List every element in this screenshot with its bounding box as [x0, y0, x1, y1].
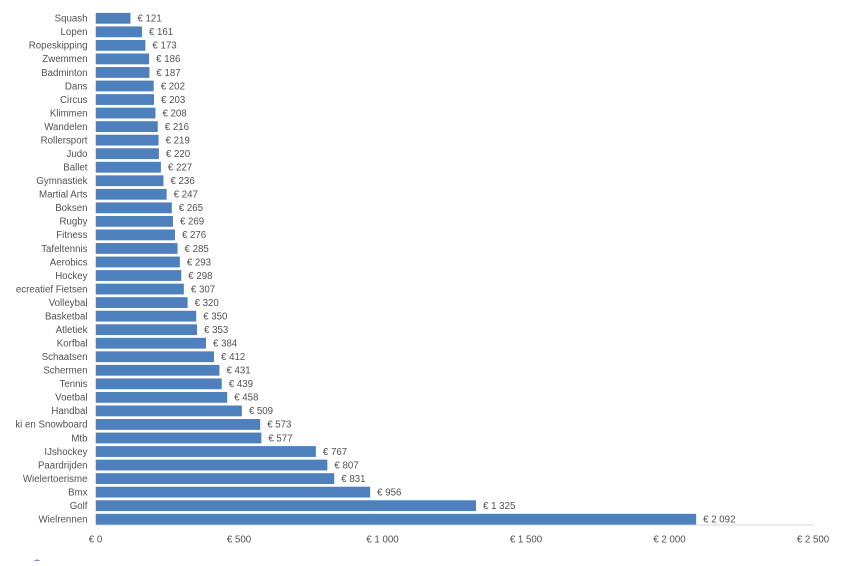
- svg-text:€ 269: € 269: [180, 217, 204, 228]
- svg-text:€ 173: € 173: [152, 41, 176, 52]
- svg-text:Mtb: Mtb: [71, 433, 87, 444]
- svg-text:Golf: Golf: [70, 501, 88, 512]
- svg-text:Korfbal: Korfbal: [57, 339, 88, 350]
- svg-text:Squash: Squash: [55, 14, 88, 25]
- svg-text:€ 161: € 161: [149, 27, 173, 38]
- svg-text:Tennis: Tennis: [59, 379, 87, 390]
- svg-text:€ 431: € 431: [226, 366, 250, 377]
- svg-text:€ 458: € 458: [234, 393, 258, 404]
- svg-text:Rollersport: Rollersport: [41, 135, 88, 146]
- svg-text:€ 187: € 187: [156, 68, 180, 79]
- svg-text:€ 573: € 573: [267, 420, 291, 431]
- svg-text:Ropeskipping: Ropeskipping: [29, 41, 88, 52]
- svg-text:Bmx: Bmx: [68, 487, 88, 498]
- svg-text:€ 509: € 509: [249, 406, 273, 417]
- svg-text:Lopen: Lopen: [61, 27, 88, 38]
- svg-text:Paardrijden: Paardrijden: [38, 460, 88, 471]
- svg-text:Tafeltennis: Tafeltennis: [41, 244, 87, 255]
- svg-text:Circus: Circus: [60, 95, 88, 106]
- svg-text:Klimmen: Klimmen: [50, 108, 88, 119]
- svg-text:€ 807: € 807: [334, 460, 358, 471]
- svg-text:€ 767: € 767: [323, 447, 347, 458]
- svg-text:Schermen: Schermen: [43, 366, 87, 377]
- svg-text:Boksen: Boksen: [55, 203, 87, 214]
- svg-text:ecreatief Fietsen: ecreatief Fietsen: [16, 284, 88, 295]
- svg-text:€ 219: € 219: [166, 135, 190, 146]
- svg-text:Aerobics: Aerobics: [50, 257, 88, 268]
- svg-text:Wielrennen: Wielrennen: [38, 515, 87, 526]
- svg-text:€ 577: € 577: [268, 433, 292, 444]
- svg-text:ki en Snowboard: ki en Snowboard: [15, 420, 87, 431]
- svg-text:€ 247: € 247: [174, 190, 198, 201]
- svg-text:€ 2 092: € 2 092: [703, 515, 735, 526]
- svg-text:€ 320: € 320: [195, 298, 220, 309]
- svg-text:Judo: Judo: [66, 149, 87, 160]
- svg-text:€ 353: € 353: [204, 325, 228, 336]
- svg-text:€ 186: € 186: [156, 54, 180, 65]
- svg-text:€ 216: € 216: [165, 122, 189, 133]
- svg-text:€ 2 500: € 2 500: [797, 535, 830, 546]
- svg-text:€ 1 500: € 1 500: [510, 535, 543, 546]
- svg-text:€ 412: € 412: [221, 352, 245, 363]
- svg-text:€ 0: € 0: [89, 535, 103, 546]
- svg-text:€ 298: € 298: [188, 271, 212, 282]
- svg-text:€ 276: € 276: [182, 230, 206, 241]
- svg-text:Rugby: Rugby: [59, 217, 87, 228]
- svg-text:Badminton: Badminton: [41, 68, 87, 79]
- svg-text:Handbal: Handbal: [51, 406, 87, 417]
- svg-text:Ballet: Ballet: [63, 163, 88, 174]
- svg-text:€ 202: € 202: [161, 81, 185, 92]
- svg-text:€ 285: € 285: [185, 244, 209, 255]
- svg-text:Volleybal: Volleybal: [49, 298, 88, 309]
- svg-text:€ 203: € 203: [161, 95, 185, 106]
- svg-text:€ 500: € 500: [227, 535, 252, 546]
- svg-text:€ 1 000: € 1 000: [366, 535, 399, 546]
- svg-text:Zwemmen: Zwemmen: [42, 54, 87, 65]
- svg-text:Wielertoerisme: Wielertoerisme: [23, 474, 88, 485]
- svg-text:€ 384: € 384: [213, 339, 238, 350]
- svg-text:Voetbal: Voetbal: [55, 393, 87, 404]
- svg-text:Wandelen: Wandelen: [44, 122, 87, 133]
- svg-text:€ 208: € 208: [162, 108, 186, 119]
- svg-text:Atletiek: Atletiek: [56, 325, 88, 336]
- svg-text:€ 293: € 293: [187, 257, 211, 268]
- svg-text:€ 121: € 121: [137, 14, 161, 25]
- svg-text:€ 956: € 956: [377, 487, 401, 498]
- svg-text:Dans: Dans: [65, 81, 88, 92]
- svg-text:€ 307: € 307: [191, 284, 215, 295]
- svg-text:Gymnastiek: Gymnastiek: [36, 176, 87, 187]
- svg-text:€ 2 000: € 2 000: [653, 535, 686, 546]
- svg-text:€ 265: € 265: [179, 203, 203, 214]
- svg-text:Martial Arts: Martial Arts: [39, 190, 88, 201]
- svg-text:€ 227: € 227: [168, 163, 192, 174]
- svg-text:€ 236: € 236: [170, 176, 194, 187]
- svg-text:Basketbal: Basketbal: [45, 311, 88, 322]
- svg-text:€ 1 325: € 1 325: [483, 501, 515, 512]
- svg-text:Fitness: Fitness: [56, 230, 87, 241]
- svg-text:€ 439: € 439: [229, 379, 253, 390]
- svg-text:Schaatsen: Schaatsen: [42, 352, 88, 363]
- svg-text:€ 350: € 350: [203, 311, 228, 322]
- svg-text:Hockey: Hockey: [55, 271, 87, 282]
- svg-text:IJshockey: IJshockey: [44, 447, 87, 458]
- svg-text:€ 831: € 831: [341, 474, 365, 485]
- svg-text:€ 220: € 220: [166, 149, 191, 160]
